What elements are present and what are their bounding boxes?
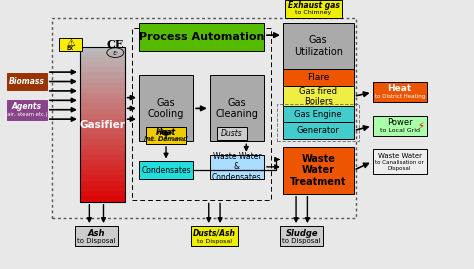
Text: Generator: Generator (297, 126, 340, 135)
Text: to District Heating: to District Heating (374, 94, 425, 99)
Text: Waste Water: Waste Water (378, 153, 422, 159)
Text: Biomass: Biomass (9, 77, 45, 86)
Bar (373, 149, 427, 174)
Bar (373, 116, 427, 136)
Text: Heat: Heat (156, 128, 176, 137)
Text: to Local Grid: to Local Grid (380, 128, 419, 133)
Text: Sludge: Sludge (285, 229, 318, 238)
Bar (80, 78, 125, 83)
Text: Waste
Water
Treatment: Waste Water Treatment (290, 154, 346, 187)
Bar (80, 165, 125, 171)
Bar (146, 126, 186, 144)
Bar (52, 18, 356, 218)
Bar (283, 86, 354, 106)
Bar (80, 114, 125, 119)
Bar (80, 98, 125, 104)
Bar (210, 155, 264, 179)
Text: ⚡: ⚡ (418, 121, 424, 131)
Bar (373, 82, 427, 102)
Bar (80, 150, 125, 155)
Bar (80, 119, 125, 125)
Bar (139, 161, 193, 179)
Bar (80, 124, 125, 130)
Text: to Disposal: to Disposal (197, 239, 232, 244)
Bar (283, 122, 354, 139)
Bar (283, 69, 354, 86)
Bar (80, 67, 125, 73)
Bar (80, 83, 125, 89)
Text: Process Automation: Process Automation (139, 32, 264, 42)
Bar (139, 23, 264, 51)
Text: Int. Demand: Int. Demand (146, 137, 186, 141)
Bar (80, 175, 125, 181)
Bar (80, 134, 125, 140)
Text: Gas
Cleaning: Gas Cleaning (215, 98, 258, 119)
Text: Gas Engine: Gas Engine (294, 110, 342, 119)
Bar (59, 38, 82, 51)
Bar (80, 191, 125, 197)
Text: Waste Water
&
Condensates: Waste Water & Condensates (212, 152, 262, 182)
Bar (191, 226, 238, 246)
Text: to Disposal: to Disposal (283, 238, 321, 244)
Bar (80, 108, 125, 114)
Bar (80, 52, 125, 58)
Text: to Disposal: to Disposal (77, 238, 116, 244)
Bar (80, 57, 125, 63)
Bar (80, 170, 125, 176)
Bar (80, 139, 125, 145)
Text: ε·: ε· (112, 49, 118, 56)
Text: Flare: Flare (307, 73, 329, 82)
Text: Gas fired
Boilers: Gas fired Boilers (299, 87, 337, 106)
Bar (80, 181, 125, 186)
Text: CE: CE (107, 39, 124, 50)
Bar (80, 129, 125, 135)
Text: Agents: Agents (12, 102, 42, 111)
Bar (277, 104, 359, 141)
Bar (210, 76, 264, 141)
Bar (139, 76, 193, 141)
Text: Heat: Heat (388, 84, 412, 93)
Bar (75, 226, 118, 246)
Text: Ash: Ash (88, 229, 105, 238)
Bar (283, 106, 354, 122)
Text: Gas
Utilization: Gas Utilization (294, 35, 343, 57)
Text: Exhaust gas: Exhaust gas (288, 1, 339, 10)
Bar (80, 62, 125, 68)
Bar (80, 88, 125, 94)
Text: Gas
Cooling: Gas Cooling (148, 98, 184, 119)
Bar (80, 155, 125, 161)
Text: to Canalisation or: to Canalisation or (375, 160, 424, 165)
Bar (283, 147, 354, 194)
Bar (7, 73, 47, 90)
Bar (80, 72, 125, 78)
Bar (80, 93, 125, 99)
Bar (283, 23, 354, 69)
Bar (285, 0, 342, 18)
Bar (80, 144, 125, 150)
Text: (air, steam etc.): (air, steam etc.) (6, 112, 48, 117)
Bar (7, 100, 47, 120)
Bar (80, 186, 125, 192)
Text: Dusts: Dusts (221, 129, 243, 138)
Bar (80, 160, 125, 166)
Bar (146, 126, 186, 144)
Bar (80, 47, 125, 52)
Text: Power: Power (387, 118, 412, 127)
Text: Heat
Int. Demand: Heat Int. Demand (144, 129, 188, 142)
Bar (217, 126, 247, 140)
Bar (281, 226, 323, 246)
Bar (80, 47, 125, 202)
Bar (80, 103, 125, 109)
Text: Disposal: Disposal (388, 166, 411, 171)
Text: Condensates: Condensates (141, 166, 191, 175)
Text: Dusts/Ash: Dusts/Ash (193, 229, 236, 238)
Text: to Chimney: to Chimney (295, 10, 332, 15)
Bar (132, 29, 271, 200)
Text: Gasifier: Gasifier (79, 119, 125, 129)
Bar (80, 196, 125, 202)
Text: ⚠: ⚠ (66, 38, 75, 48)
Text: EX: EX (67, 45, 74, 51)
